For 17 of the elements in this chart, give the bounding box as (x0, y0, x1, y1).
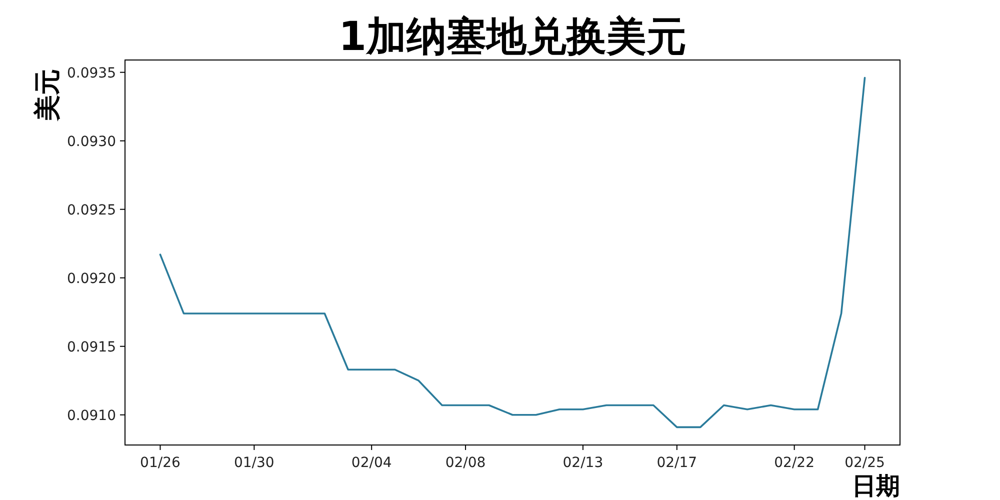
x-tick-label: 02/25 (844, 455, 885, 471)
y-tick-label: 0.0915 (67, 339, 116, 356)
x-tick-label: 02/17 (656, 455, 698, 471)
x-tick-label: 02/13 (562, 455, 604, 471)
y-tick-label: 0.0930 (67, 134, 116, 150)
y-tick-label: 0.0910 (67, 408, 116, 424)
y-tick-label: 0.0920 (67, 270, 116, 287)
x-tick-label: 02/22 (774, 455, 814, 471)
chart-title: 1加纳塞地兑换美元 (338, 14, 686, 60)
x-tick-label: 02/04 (351, 455, 392, 471)
x-tick-label: 02/08 (445, 455, 486, 471)
x-tick-label: 01/30 (234, 455, 274, 471)
y-tick-label: 0.0925 (67, 202, 116, 218)
x-tick-label: 01/26 (140, 455, 180, 471)
y-tick-label: 0.0935 (67, 65, 116, 82)
x-axis-title: 日期 (852, 472, 900, 500)
y-axis-title: 美元 (33, 69, 63, 122)
